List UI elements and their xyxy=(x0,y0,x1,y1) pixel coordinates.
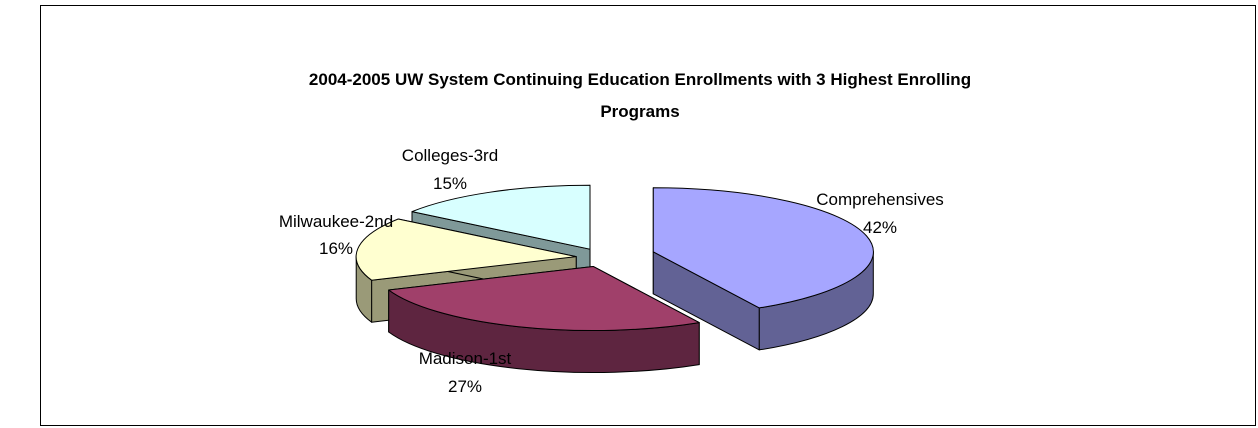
slice-madison xyxy=(388,265,700,331)
pct-colleges: 15% xyxy=(433,174,467,193)
slice-colleges xyxy=(411,184,591,250)
pct-madison: 27% xyxy=(448,377,482,396)
slice-milwaukee xyxy=(355,218,577,281)
pie-slices xyxy=(355,184,874,373)
chart-title-line1: 2004-2005 UW System Continuing Education… xyxy=(309,70,971,89)
label-milwaukee: Milwaukee-2nd xyxy=(279,212,393,231)
label-madison: Madison-1st xyxy=(419,349,512,368)
slice-comprehensives xyxy=(652,187,874,309)
label-colleges: Colleges-3rd xyxy=(402,146,498,165)
label-comprehensives: Comprehensives xyxy=(816,190,944,209)
pct-milwaukee: 16% xyxy=(319,239,353,258)
pct-comprehensives: 42% xyxy=(863,218,897,237)
chart-title-line2: Programs xyxy=(600,102,679,121)
